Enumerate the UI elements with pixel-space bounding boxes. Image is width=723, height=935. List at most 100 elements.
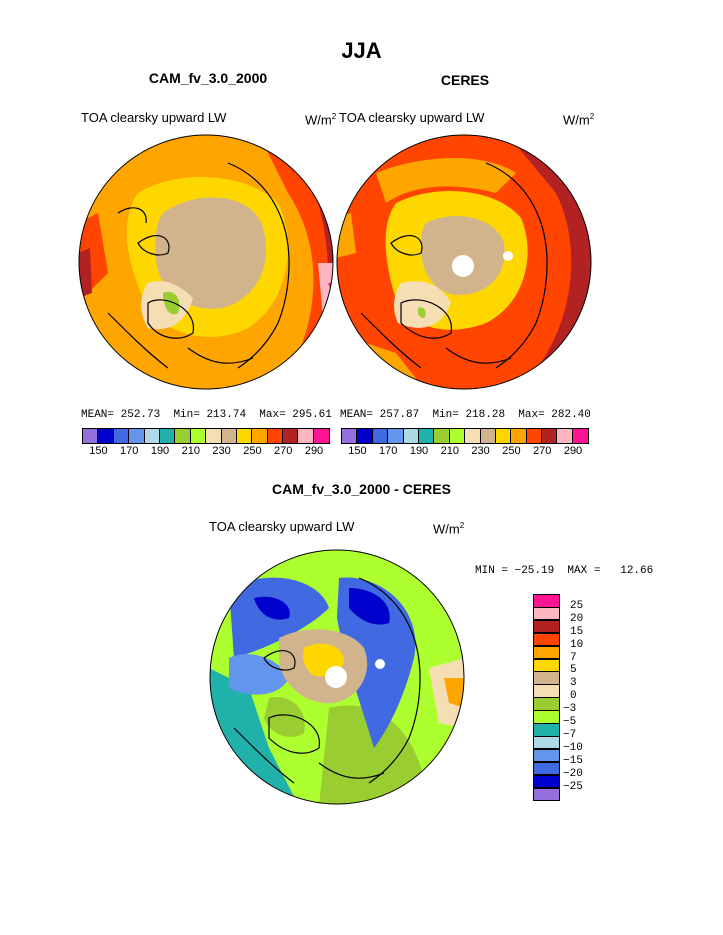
diff-colorbar-swatch <box>533 748 560 763</box>
diff-variable: TOA clearsky upward LW <box>209 519 355 534</box>
colorbar-tick-label: 290 <box>563 445 583 457</box>
panel-2-variable: TOA clearsky upward LW <box>339 110 485 125</box>
colorbar-swatch <box>97 428 115 444</box>
colorbar-tick-label: 170 <box>379 445 398 457</box>
colorbar-tick-label: 210 <box>181 445 200 457</box>
colorbar-swatch <box>190 428 207 444</box>
diff-colorbar-label: −20 <box>563 767 583 780</box>
colorbar-swatch <box>464 428 482 444</box>
colorbar-tick-label: 230 <box>471 445 490 457</box>
colorbar-swatch <box>356 428 374 444</box>
panel-2-colorbar-ticks: 150 170 190 210 230 250 270 290 <box>342 445 589 459</box>
diff-colorbar-label: −25 <box>563 780 583 793</box>
colorbar-tick-label: 270 <box>274 445 293 457</box>
colorbar-tick-label: 250 <box>502 445 521 457</box>
colorbar-swatch <box>128 428 146 444</box>
diff-colorbar-label: 10 <box>570 638 584 651</box>
colorbar-swatch <box>159 428 176 444</box>
diff-units: W/m2 <box>433 521 465 537</box>
diff-title: CAM_fv_3.0_2000 - CERES <box>272 481 451 497</box>
colorbar-swatch <box>387 428 405 444</box>
diff-colorbar-swatch <box>533 723 560 737</box>
colorbar-swatch <box>480 428 497 444</box>
season-title: JJA <box>341 38 382 63</box>
colorbar-swatch <box>372 428 389 444</box>
diff-colorbar: 25 20 15 10 7 5 3 0 −3 −5 −7 −10 −15 −20 −25 <box>533 594 623 804</box>
colorbar-swatch <box>418 428 435 444</box>
colorbar-tick-label: 270 <box>533 445 552 457</box>
diff-colorbar-label: −10 <box>563 741 583 754</box>
panel-1-variable: TOA clearsky upward LW <box>81 110 227 125</box>
colorbar-swatch <box>433 428 451 444</box>
diff-colorbar-swatch <box>533 645 560 660</box>
diff-colorbar-swatch <box>533 710 560 724</box>
diff-colorbar-swatch <box>533 632 560 647</box>
colorbar-tick-label: 250 <box>243 445 262 457</box>
colorbar-swatch <box>82 428 99 444</box>
panel-2-units: W/m2 <box>563 112 595 128</box>
colorbar-swatch <box>282 428 299 444</box>
diff-colorbar-label: 25 <box>570 599 584 612</box>
colorbar-tick-label: 230 <box>212 445 231 457</box>
colorbar-swatch <box>313 428 330 444</box>
diff-colorbar-label: 3 <box>570 677 577 690</box>
diff-colorbar-label: 0 <box>570 690 577 703</box>
panel-1-colorbar <box>82 428 330 444</box>
diff-colorbar-label: −3 <box>563 703 577 716</box>
colorbar-swatch <box>144 428 161 444</box>
diff-colorbar-label: 7 <box>570 651 577 664</box>
diff-colorbar-swatch <box>533 735 560 750</box>
colorbar-tick-label: 290 <box>304 445 324 457</box>
colorbar-swatch <box>297 428 315 444</box>
colorbar-swatch <box>495 428 512 444</box>
colorbar-swatch <box>572 428 589 444</box>
panel-1-colorbar-ticks: 150 170 190 210 230 250 270 290 <box>83 445 330 459</box>
colorbar-swatch <box>449 428 466 444</box>
colorbar-tick-label: 170 <box>120 445 139 457</box>
colorbar-swatch <box>526 428 543 444</box>
colorbar-swatch <box>113 428 130 444</box>
colorbar-swatch <box>251 428 269 444</box>
panel-1-map <box>78 134 334 390</box>
colorbar-swatch <box>174 428 192 444</box>
diff-colorbar-swatch <box>533 671 560 685</box>
diff-colorbar-label: −5 <box>563 716 577 728</box>
diff-colorbar-swatch <box>533 658 560 672</box>
diff-colorbar-swatch <box>533 606 560 621</box>
diff-colorbar-swatch <box>533 697 560 711</box>
colorbar-swatch <box>341 428 358 444</box>
diff-colorbar-swatch <box>533 774 560 789</box>
diff-colorbar-swatch <box>533 594 560 608</box>
colorbar-swatch <box>510 428 528 444</box>
diff-colorbar-label: 15 <box>570 625 584 638</box>
colorbar-tick-label: 190 <box>150 445 170 457</box>
panel-2-title: CERES <box>440 72 490 88</box>
colorbar-tick-label: 150 <box>348 445 367 457</box>
diff-colorbar-swatch <box>533 684 560 698</box>
diff-map <box>209 549 465 805</box>
panel-1-stats: MEAN= 252.73 Min= 213.74 Max= 295.61 <box>81 409 332 421</box>
panel-1-title: CAM_fv_3.0_2000 <box>148 70 268 86</box>
diff-colorbar-label: 5 <box>570 664 577 677</box>
colorbar-swatch <box>556 428 574 444</box>
colorbar-tick-label: 210 <box>440 445 459 457</box>
diff-colorbar-label: 20 <box>570 612 584 625</box>
diff-colorbar-label: −15 <box>563 754 583 767</box>
panel-2-map <box>336 134 592 390</box>
colorbar-swatch <box>205 428 223 444</box>
panel-2-stats: MEAN= 257.87 Min= 218.28 Max= 282.40 <box>340 409 591 421</box>
diff-colorbar-label: −7 <box>563 728 577 741</box>
colorbar-tick-label: 190 <box>409 445 429 457</box>
diff-colorbar-swatch <box>533 619 560 634</box>
diff-minmax: MIN = −25.19 MAX = 12.66 <box>475 565 654 577</box>
panel-1-units: W/m2 <box>305 112 337 128</box>
colorbar-swatch <box>221 428 238 444</box>
colorbar-swatch <box>267 428 284 444</box>
colorbar-swatch <box>541 428 558 444</box>
panel-2-colorbar <box>341 428 589 444</box>
colorbar-swatch <box>236 428 253 444</box>
colorbar-swatch <box>403 428 420 444</box>
colorbar-tick-label: 150 <box>89 445 108 457</box>
diff-colorbar-swatch <box>533 761 560 776</box>
diff-colorbar-swatch <box>533 787 560 801</box>
